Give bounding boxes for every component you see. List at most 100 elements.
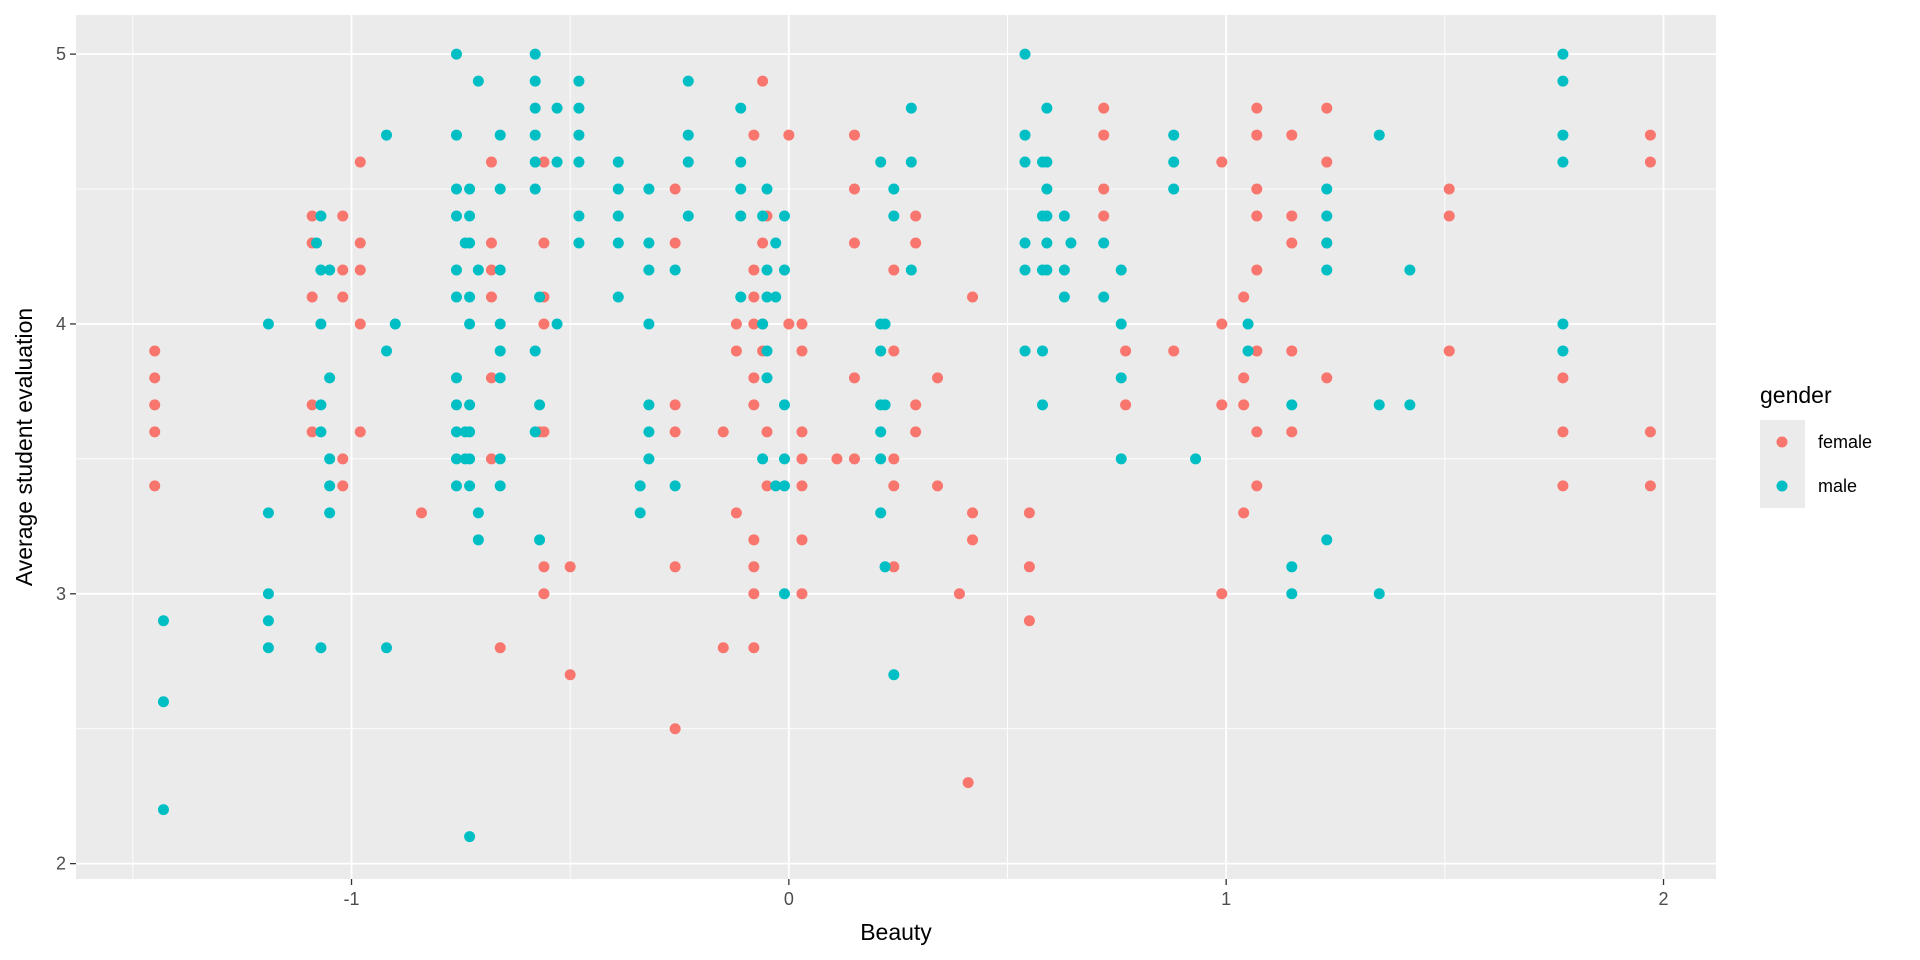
data-point-female bbox=[564, 561, 576, 573]
data-point-male bbox=[770, 291, 782, 303]
data-point-female bbox=[717, 642, 729, 654]
data-point-male bbox=[494, 345, 506, 357]
data-point-male bbox=[1557, 156, 1569, 168]
data-point-male bbox=[905, 264, 917, 276]
data-point-male bbox=[778, 588, 790, 600]
data-point-male bbox=[494, 183, 506, 195]
data-point-male bbox=[450, 453, 462, 465]
data-point-male bbox=[888, 669, 900, 681]
data-point-male bbox=[1041, 102, 1053, 114]
data-point-male bbox=[573, 156, 585, 168]
data-point-male bbox=[464, 291, 476, 303]
data-point-male bbox=[735, 156, 747, 168]
data-point-female bbox=[1321, 372, 1333, 384]
data-point-male bbox=[1058, 210, 1070, 222]
data-point-female bbox=[1251, 102, 1263, 114]
data-point-male bbox=[1019, 156, 1031, 168]
data-point-male bbox=[315, 642, 327, 654]
data-point-female bbox=[669, 426, 681, 438]
data-point-male bbox=[450, 48, 462, 60]
data-point-male bbox=[464, 318, 476, 330]
x-tick-label: 0 bbox=[784, 889, 794, 909]
data-point-male bbox=[494, 372, 506, 384]
data-point-female bbox=[848, 372, 860, 384]
data-point-female bbox=[669, 237, 681, 249]
data-point-female bbox=[1098, 102, 1110, 114]
data-point-male bbox=[262, 642, 274, 654]
data-point-male bbox=[1098, 237, 1110, 249]
data-point-female bbox=[967, 507, 979, 519]
data-point-female bbox=[485, 291, 497, 303]
data-point-female bbox=[730, 318, 742, 330]
data-point-male bbox=[315, 426, 327, 438]
data-point-male bbox=[551, 318, 563, 330]
plot-panel bbox=[76, 15, 1716, 879]
y-tick-label: 3 bbox=[56, 584, 66, 604]
data-point-female bbox=[1286, 210, 1298, 222]
data-point-female bbox=[748, 372, 760, 384]
data-point-female bbox=[1557, 372, 1569, 384]
data-point-female bbox=[748, 642, 760, 654]
data-point-female bbox=[538, 156, 550, 168]
data-point-female bbox=[748, 291, 760, 303]
data-point-male bbox=[157, 615, 169, 627]
y-tick-label: 5 bbox=[56, 44, 66, 64]
data-point-male bbox=[612, 210, 624, 222]
data-point-male bbox=[315, 210, 327, 222]
data-point-female bbox=[354, 264, 366, 276]
data-point-female bbox=[1098, 210, 1110, 222]
data-point-female bbox=[1023, 561, 1035, 573]
y-tick-label: 4 bbox=[56, 314, 66, 334]
data-point-male bbox=[757, 453, 769, 465]
data-point-male bbox=[573, 102, 585, 114]
data-point-male bbox=[1286, 561, 1298, 573]
data-point-male bbox=[757, 210, 769, 222]
data-point-female bbox=[354, 156, 366, 168]
data-point-male bbox=[529, 129, 541, 141]
data-point-male bbox=[324, 372, 336, 384]
data-point-male bbox=[643, 399, 655, 411]
data-point-female bbox=[848, 237, 860, 249]
x-tick-label: -1 bbox=[344, 889, 360, 909]
data-point-female bbox=[485, 264, 497, 276]
data-point-male bbox=[612, 183, 624, 195]
data-point-male bbox=[262, 615, 274, 627]
data-point-female bbox=[1443, 345, 1455, 357]
data-point-male bbox=[875, 156, 887, 168]
data-point-male bbox=[494, 453, 506, 465]
data-point-male bbox=[1058, 291, 1070, 303]
data-point-male bbox=[1286, 588, 1298, 600]
data-point-female bbox=[1251, 426, 1263, 438]
data-point-male bbox=[464, 831, 476, 843]
data-point-male bbox=[1065, 237, 1077, 249]
data-point-female bbox=[1443, 210, 1455, 222]
data-point-female bbox=[783, 129, 795, 141]
data-point-male bbox=[1404, 399, 1416, 411]
data-point-male bbox=[450, 399, 462, 411]
data-point-male bbox=[879, 318, 891, 330]
data-point-male bbox=[1041, 210, 1053, 222]
data-point-male bbox=[888, 210, 900, 222]
data-point-female bbox=[1251, 210, 1263, 222]
data-point-female bbox=[967, 534, 979, 546]
data-point-male bbox=[1242, 318, 1254, 330]
data-point-male bbox=[534, 534, 546, 546]
data-point-male bbox=[643, 264, 655, 276]
data-point-male bbox=[682, 210, 694, 222]
data-point-female bbox=[1251, 345, 1263, 357]
data-point-male bbox=[643, 183, 655, 195]
data-point-male bbox=[450, 291, 462, 303]
data-point-female bbox=[783, 318, 795, 330]
data-point-male bbox=[450, 264, 462, 276]
data-point-female bbox=[149, 372, 161, 384]
data-point-female bbox=[910, 399, 922, 411]
data-point-male bbox=[472, 507, 484, 519]
data-point-female bbox=[1321, 156, 1333, 168]
data-point-male bbox=[494, 129, 506, 141]
data-point-male bbox=[634, 507, 646, 519]
data-point-female bbox=[932, 480, 944, 492]
data-point-male bbox=[157, 804, 169, 816]
data-point-male bbox=[1019, 237, 1031, 249]
data-point-female bbox=[1023, 615, 1035, 627]
data-point-female bbox=[337, 453, 349, 465]
